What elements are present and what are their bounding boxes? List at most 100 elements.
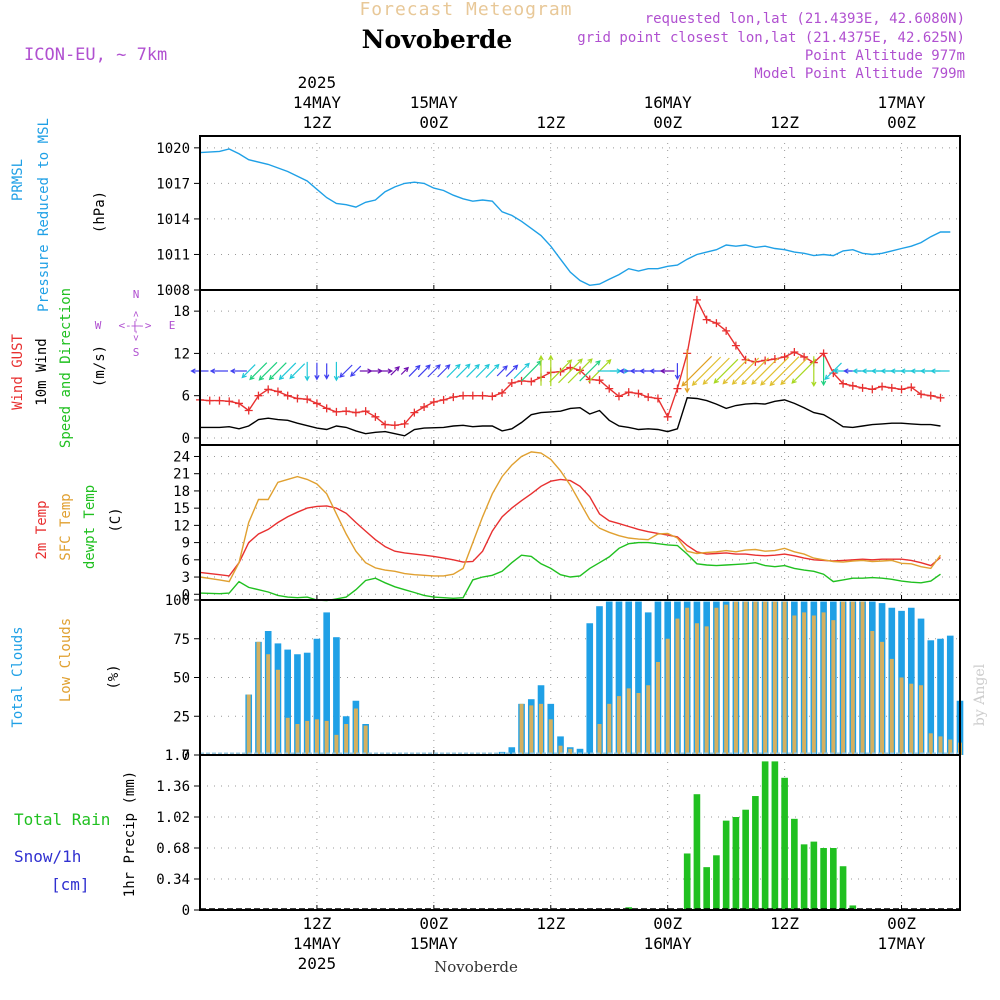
- clouds-bar-total-clouds: [323, 612, 330, 755]
- clouds-bar-low-clouds: [899, 677, 904, 755]
- wind-direction-arrow: [505, 364, 519, 378]
- pressure-ytick-label: 1017: [156, 176, 190, 192]
- top-time-label: 17MAY: [877, 93, 926, 112]
- model-altitude: Model Point Altitude 799m: [754, 66, 965, 82]
- precip-bar-total-rain: [771, 761, 779, 910]
- clouds-bar-total-clouds: [927, 640, 935, 755]
- clouds-bar-low-clouds: [246, 694, 251, 755]
- gust-marker: [848, 381, 857, 390]
- wind-direction-arrow: [278, 362, 297, 381]
- gust-marker: [595, 376, 604, 385]
- gust-marker: [566, 363, 575, 372]
- gust-marker: [400, 419, 409, 428]
- compass-north: N: [133, 288, 140, 301]
- clouds-bar-low-clouds: [841, 601, 846, 755]
- clouds-bar-low-clouds: [870, 631, 875, 755]
- precip-bar-total-rain: [830, 848, 837, 910]
- gust-marker: [215, 396, 224, 405]
- wind-direction-arrow: [304, 361, 310, 382]
- clouds-bar-total-clouds: [294, 654, 301, 755]
- clouds-bar-low-clouds: [334, 734, 339, 755]
- clouds-bar-low-clouds: [831, 620, 836, 755]
- gust-marker: [342, 407, 351, 416]
- gust-marker: [653, 394, 662, 403]
- clouds-bar-low-clouds: [353, 708, 358, 755]
- clouds-bar-low-clouds: [802, 612, 807, 755]
- wind-direction-arrow: [209, 368, 228, 374]
- pressure-ytick-label: 1011: [156, 247, 190, 263]
- wind-direction-arrow: [681, 355, 713, 387]
- precip-frame: [199, 754, 961, 911]
- clouds-ytick-label: 25: [173, 709, 190, 725]
- bottom-time-label: 12Z: [302, 914, 331, 933]
- gust-marker: [273, 387, 282, 396]
- precip-ytick-label: 0: [182, 903, 190, 919]
- wind-direction-arrow: [289, 363, 306, 380]
- gust-marker: [780, 352, 789, 361]
- gust-marker: [663, 412, 672, 421]
- wind-direction-arrow: [558, 358, 583, 384]
- clouds-bar-total-clouds: [596, 606, 603, 755]
- wind-direction-arrow: [241, 364, 256, 379]
- temperature-line-sfc-temp: [199, 451, 942, 583]
- top-time-label: 12Z: [770, 113, 799, 132]
- precip-labels: Total Rain Snow/1h [cm] 1hr Precip (mm): [14, 771, 138, 897]
- clouds-ytick-label: 0: [182, 748, 190, 764]
- gust-marker: [381, 420, 390, 429]
- gust-marker: [283, 391, 292, 400]
- clouds-bar-low-clouds: [694, 623, 699, 755]
- clouds-bar-low-clouds: [909, 683, 914, 755]
- clouds-bar-low-clouds: [948, 739, 953, 755]
- clouds-bar-total-clouds: [284, 649, 292, 755]
- clouds-bar-total-clouds: [907, 607, 915, 755]
- cloud-label-total: Total Clouds: [10, 626, 26, 727]
- clouds-bar-low-clouds: [275, 669, 280, 755]
- wind-label-direction: Speed and Direction: [58, 288, 74, 448]
- wind-direction-arrow: [417, 364, 431, 378]
- wind-direction-arrow: [427, 364, 441, 378]
- pressure-ytick-label: 1014: [156, 212, 190, 228]
- bottom-time-label: 00Z: [887, 914, 916, 933]
- clouds-bar-low-clouds: [256, 641, 261, 755]
- bottom-time-label: 00Z: [419, 914, 448, 933]
- gust-marker: [351, 408, 360, 417]
- wind-direction-arrow: [390, 366, 400, 376]
- clouds-bar-low-clouds: [675, 618, 680, 755]
- clouds-bar-low-clouds: [529, 705, 534, 755]
- bottom-time-label: 16MAY: [644, 934, 693, 953]
- clouds-bar-total-clouds: [615, 601, 623, 755]
- precip-bar-total-rain: [761, 761, 769, 910]
- wind-direction-arrow: [314, 362, 320, 381]
- pressure-label-msl: Pressure Reduced to MSL: [36, 118, 52, 312]
- pressure-line-prmsl: [199, 148, 951, 287]
- gust-marker: [731, 341, 740, 350]
- gust-marker: [303, 395, 312, 404]
- temp-label-dewpt: dewpt Temp: [82, 485, 98, 569]
- pressure-frame: [199, 135, 961, 291]
- gust-marker: [371, 412, 380, 421]
- clouds-bar-total-clouds: [333, 637, 340, 755]
- gust-marker: [614, 392, 623, 401]
- gust-marker: [897, 385, 906, 394]
- precip-bar-total-rain: [800, 844, 808, 910]
- precip-ytick-label: 1.36: [156, 779, 190, 795]
- gust-marker: [644, 393, 653, 402]
- precip-label-rain: Total Rain: [14, 810, 110, 829]
- clouds-bar-low-clouds: [305, 720, 310, 755]
- wind-direction-arrow: [691, 356, 722, 386]
- precip-ytick-label: 1.7: [165, 748, 190, 764]
- wind-direction-arrow: [455, 363, 471, 379]
- cloud-labels: Total Clouds Low Clouds (%): [10, 618, 122, 728]
- wind-direction-arrow: [751, 357, 779, 385]
- clouds-bar-low-clouds: [626, 688, 631, 755]
- wind-direction-arrow: [741, 357, 770, 386]
- clouds-bar-low-clouds: [743, 601, 748, 755]
- wind-line-10m-wind: [200, 397, 941, 437]
- wind-panel: 18 12 6 0: [173, 289, 961, 447]
- location-title: Novoberde: [362, 25, 513, 54]
- wind-direction-arrow: [350, 365, 362, 377]
- compass-east: E: [169, 319, 176, 332]
- clouds-ytick-label: 75: [173, 632, 190, 648]
